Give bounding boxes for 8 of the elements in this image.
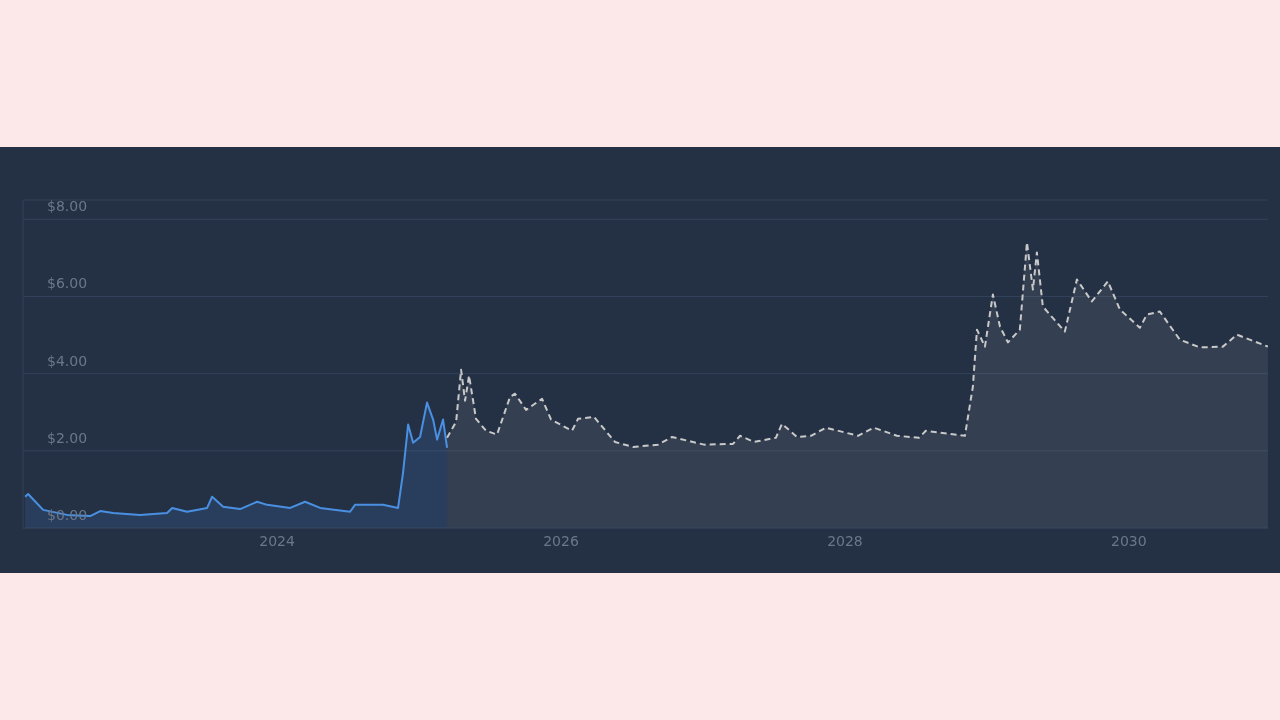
y-tick-label: $6.00 — [47, 275, 88, 292]
x-tick-label: 2026 — [543, 532, 579, 549]
x-tick-label: 2028 — [827, 532, 863, 549]
y-tick-label: $4.00 — [47, 352, 88, 369]
y-tick-label: $8.00 — [47, 198, 88, 215]
y-tick-label: $2.00 — [47, 429, 88, 446]
x-tick-label: 2024 — [259, 532, 296, 549]
x-tick-label: 2030 — [1111, 532, 1147, 549]
